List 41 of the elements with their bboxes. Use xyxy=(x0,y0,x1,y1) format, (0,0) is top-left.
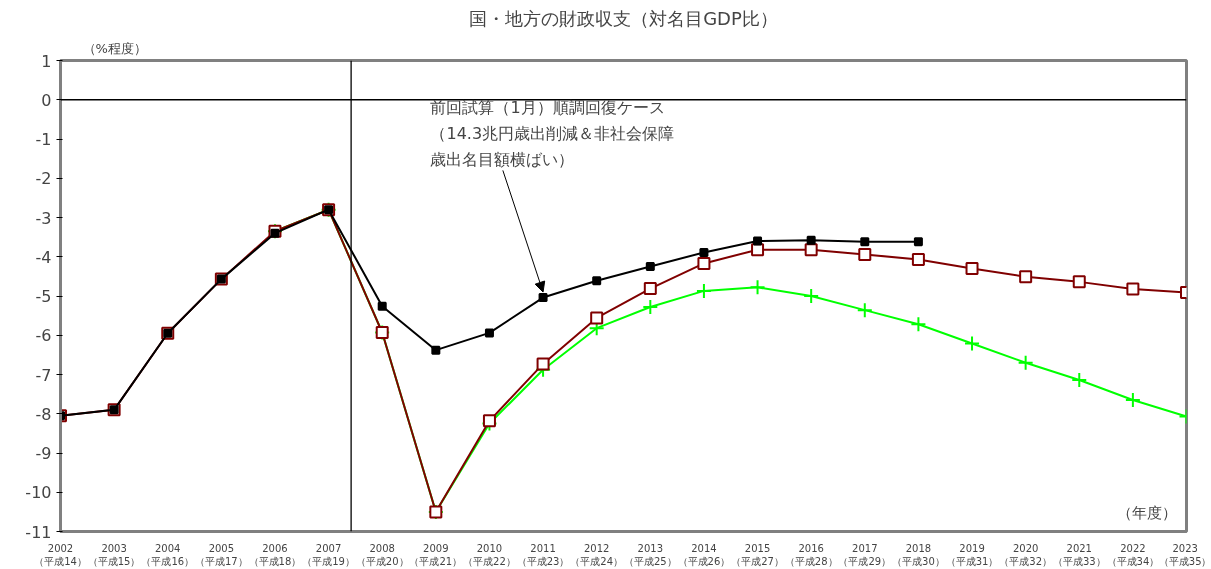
y-tick-label: -9 xyxy=(35,444,52,463)
y-tick-label: -3 xyxy=(35,208,52,228)
x-tick-label: 2008 （平成20） xyxy=(355,542,409,567)
annotation: 歳出名目額横ばい） xyxy=(430,150,575,170)
y-tick-label: 1 xyxy=(41,51,52,71)
y-tick-label: -8 xyxy=(35,404,52,424)
x-tick-label: 2003 （平成15） xyxy=(87,542,141,567)
annotation: 前回試算（1月）順調回復ケース xyxy=(430,98,665,118)
x-tick-label: 2002 （平成14） xyxy=(34,542,87,567)
x-tick-label: 2011 （平成23） xyxy=(516,542,570,567)
y-tick-label: -10 xyxy=(25,483,52,503)
x-tick-label: 2014 （平成26） xyxy=(677,542,731,567)
x-tick-label: 2021 （平成33） xyxy=(1052,542,1106,567)
x-tick-label: 2016 （平成28） xyxy=(784,542,838,567)
annotation: （14.3兆円歳出削減＆非社会保障 xyxy=(430,124,675,144)
x-tick-label: 2007 （平成19） xyxy=(302,542,355,567)
x-tick-label: 2019 （平成31） xyxy=(945,542,999,567)
y-tick-label: -7 xyxy=(35,365,52,385)
y-tick-label: 0 xyxy=(41,90,52,110)
x-tick-label: 2018 （平成30） xyxy=(892,542,945,567)
y-tick-label: -2 xyxy=(35,169,52,189)
x-tick-label: 2006 （平成18） xyxy=(248,542,302,567)
x-tick-label: 2009 （平成21） xyxy=(409,542,463,567)
y-tick-label: -11 xyxy=(25,522,52,542)
y-axis-title: （%程度） xyxy=(82,40,147,56)
x-tick-label: 2010 （平成22） xyxy=(463,542,516,567)
x-tick-label: 2004 （平成16） xyxy=(141,542,195,567)
x-tick-label: 2023 （平成35） xyxy=(1158,542,1211,567)
x-tick-label: 2012 （平成24） xyxy=(570,542,624,567)
x-tick-label: 2005 （平成17） xyxy=(194,542,248,567)
x-tick-label: 2015 （平成27） xyxy=(731,542,784,567)
chart-title: 国・地方の財政収支（対名目GDP比） xyxy=(469,7,778,29)
x-tick-label: 2022 （平成34） xyxy=(1106,542,1160,567)
y-tick-label: -5 xyxy=(35,287,52,306)
x-tick-label: 2020 （平成32） xyxy=(999,542,1053,567)
x-tick-label: 2013 （平成25） xyxy=(623,542,677,567)
y-tick-label: -4 xyxy=(35,247,52,267)
y-tick-label: -6 xyxy=(35,326,52,346)
y-tick-label: -1 xyxy=(35,130,52,149)
x-axis-title: （年度） xyxy=(1116,503,1177,522)
x-tick-label: 2017 （平成29） xyxy=(838,542,892,567)
